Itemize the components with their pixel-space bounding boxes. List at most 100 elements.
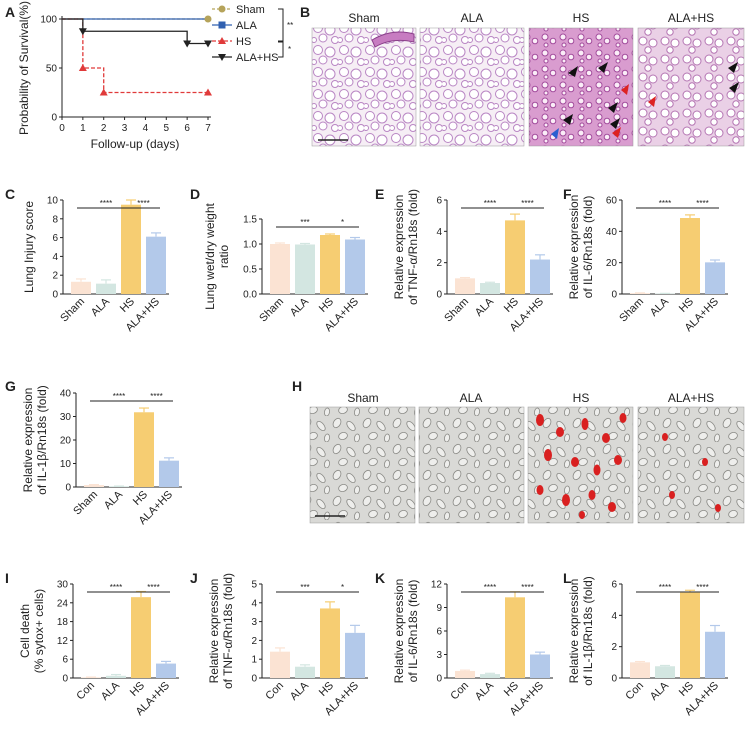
cell-image-hs: [527, 406, 634, 524]
category-label: ALA: [288, 679, 312, 703]
bar-sham: [84, 485, 104, 487]
y-axis-label: of IL-6/Rn18s (fold): [406, 580, 420, 683]
cell-title-ala: ALA: [460, 391, 483, 405]
category-label: HS: [118, 296, 137, 315]
bar-con: [455, 670, 475, 678]
y-tick-label: 20: [60, 436, 72, 447]
histology-title-sham: Sham: [348, 11, 379, 25]
survival-marker: [204, 88, 212, 96]
significance-bracket: [278, 8, 284, 42]
significance-label: ****: [110, 583, 122, 592]
y-tick-label: 6: [436, 627, 442, 638]
survival-marker: [78, 28, 87, 36]
y-axis-label: Relative expression: [207, 579, 221, 684]
survival-marker: [204, 15, 212, 23]
sytox-cell: [556, 427, 564, 437]
black-arrow-icon: [598, 62, 608, 73]
sytox-cell: [619, 413, 627, 423]
category-label: ALA: [473, 679, 497, 703]
x-axis-label: Follow-up (days): [91, 137, 180, 151]
y-tick-label: 60: [606, 196, 618, 207]
cell-image-ala: [418, 406, 525, 524]
significance-label: ***: [300, 583, 309, 592]
survival-marker: [183, 40, 192, 48]
cell-title-sham: Sham: [347, 391, 378, 405]
sytox-cell: [536, 485, 544, 495]
legend-marker: [218, 54, 226, 61]
bar-sham: [455, 278, 475, 294]
bar-hs: [134, 412, 154, 487]
y-tick-label: 0.5: [243, 265, 257, 276]
panel-label-e: E: [375, 186, 384, 202]
y-tick-label: 3: [436, 650, 442, 661]
y-axis-label: Relative expression: [392, 195, 406, 300]
bar-hs: [505, 597, 525, 678]
legend-label: ALA+HS: [236, 52, 279, 64]
black-arrow-icon: [728, 62, 738, 73]
category-label: ALA: [648, 295, 672, 319]
significance-label: *: [341, 583, 344, 592]
bar-con: [270, 651, 290, 678]
significance-label: ****: [100, 199, 112, 208]
y-axis-label: Probability of Survival(%): [17, 1, 31, 135]
black-arrow-icon: [568, 66, 578, 77]
category-label: Con: [623, 680, 646, 703]
survival-marker: [78, 64, 87, 71]
y-tick-label: 1: [251, 655, 257, 666]
x-tick-label: 5: [164, 123, 170, 134]
panel-label-c: C: [5, 186, 15, 202]
category-label: Sham: [58, 296, 87, 325]
bar-hs: [505, 220, 525, 294]
y-tick-label: 4: [611, 611, 617, 622]
x-tick-label: 6: [184, 123, 190, 134]
bar-chart-l: 0 2 4 6 Relative expression of IL-1β/Rn18s (f…: [567, 576, 728, 718]
y-axis-label: Relative expression: [392, 579, 406, 684]
sytox-cell: [588, 490, 596, 500]
sytox-cell: [536, 414, 544, 426]
category-label: Sham: [257, 296, 286, 325]
micrograph-hs: [528, 27, 634, 147]
y-axis-label: Relative expression: [567, 195, 581, 300]
bar-ala: [655, 666, 675, 678]
bar-chart-f: 0 20 40 60 Relative expression of IL-6/Rn18s …: [567, 195, 728, 334]
category-label: Sham: [71, 489, 100, 518]
survival-line-hs: [62, 18, 208, 94]
significance-label: ****: [659, 199, 671, 208]
y-axis-label: ratio: [217, 245, 231, 269]
cell-image-sham: [309, 406, 416, 524]
category-label: ALA: [89, 295, 113, 319]
legend-label: HS: [236, 36, 251, 48]
arrow-markers: [551, 62, 739, 139]
red-arrow-icon: [621, 84, 629, 95]
black-arrow-icon: [610, 118, 620, 129]
significance-label: ****: [521, 583, 533, 592]
category-label: HS: [677, 296, 696, 315]
black-arrow-icon: [729, 82, 739, 93]
y-axis-label: of IL-1β/Rn18s (fold): [581, 576, 595, 686]
y-axis-label: Lung Injury score: [22, 201, 36, 293]
y-tick-label: 6: [62, 655, 68, 666]
category-label: HS: [317, 296, 336, 315]
bar-ala: [480, 283, 500, 294]
y-tick-label: 2: [251, 636, 257, 647]
category-label: ALA: [648, 679, 672, 703]
survival-marker: [204, 40, 212, 48]
bar-chart-g: 0 10 20 30 40 Relative expression of IL-1β/Rn1…: [21, 385, 182, 527]
bar-hs: [320, 235, 340, 294]
y-tick-label: 12: [57, 636, 69, 647]
y-tick-label: 30: [60, 412, 72, 423]
y-tick-label: 40: [606, 227, 618, 238]
sytox-cell: [669, 491, 675, 499]
significance-label: ****: [150, 392, 162, 401]
y-axis-label: Lung wet/dry weight: [203, 202, 217, 309]
micrograph-ala-hs: [637, 27, 745, 147]
panel-label-d: D: [190, 186, 200, 202]
bar-chart-i: 0 6 12 18 24 30 Cell death (% sytox+ cells) Con A…: [18, 580, 179, 718]
bar-sham: [270, 244, 290, 294]
bar-chart-e: 0 2 4 6 Relative expression of TNF-α/Rn18s (f…: [392, 189, 553, 334]
significance-label: **: [287, 21, 293, 30]
category-label: HS: [131, 489, 150, 508]
histology-title-ala-hs: ALA+HS: [668, 11, 714, 25]
histology-title-hs: HS: [573, 11, 590, 25]
